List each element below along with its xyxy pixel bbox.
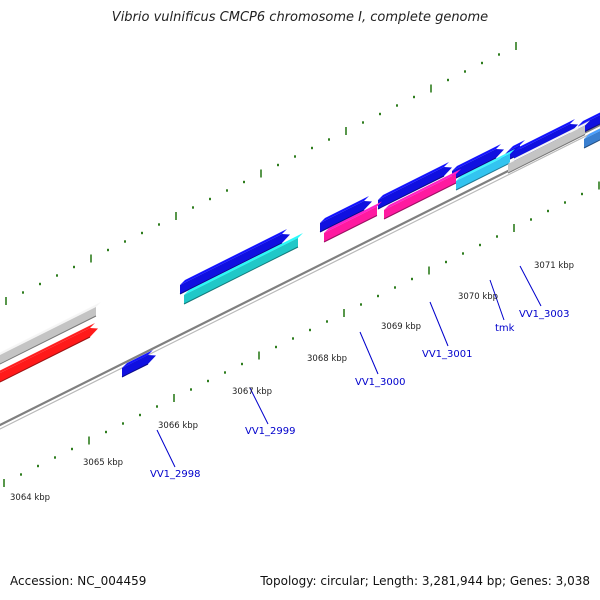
cds-pink-vv1-3001: [383, 169, 461, 220]
scale-label: 3068 kbp: [307, 354, 347, 364]
feature-body: [378, 167, 452, 209]
outer-tick-row: [5, 42, 517, 305]
scale-label: 3071 kbp: [534, 261, 574, 271]
cds-blue-vv1-2998: [121, 350, 156, 378]
feature-edge: [179, 242, 283, 295]
scale-label: 3070 kbp: [458, 292, 498, 302]
gene-label: VV1_2999: [245, 426, 296, 437]
gene-leader-line: [359, 331, 379, 375]
cds-edge-inner: [583, 128, 600, 149]
feature-edge: [323, 215, 378, 243]
feature-bevel: [384, 169, 461, 210]
scale-label: 3065 kbp: [83, 458, 123, 468]
feature-body: [584, 131, 600, 148]
feature-bevel: [456, 149, 515, 181]
feature-edge: [183, 246, 299, 305]
backbone-inner-line: [0, 128, 600, 430]
feature-edge: [455, 162, 511, 191]
feature-body: [508, 125, 585, 173]
feature-body: [324, 206, 377, 242]
cds-teal-vv1-2999: [183, 233, 303, 305]
feature-body: [0, 328, 98, 382]
label-layer: 3064 kbp 3065 kbp 3066 kbp 3067 kbp 3068 kbp…: [10, 261, 574, 503]
feature-edge: [451, 157, 497, 181]
cds-red-inner: [0, 323, 98, 383]
feature-bevel: [324, 201, 382, 233]
feature-edge: [0, 336, 91, 383]
feature-bevel: [378, 162, 449, 200]
scale-label: 3069 kbp: [381, 322, 421, 332]
feature-body: [456, 154, 510, 190]
feature-body: [452, 149, 504, 180]
gene-leader-line: [249, 387, 269, 425]
feature-bevel: [320, 196, 369, 223]
gene-label: VV1_2998: [150, 469, 201, 480]
feature-body: [320, 201, 372, 232]
cds-grey-outer-left: [0, 302, 101, 365]
feature-bevel: [578, 112, 600, 126]
feature-body: [0, 307, 96, 364]
feature-bevel: [514, 119, 575, 152]
scale-label: 3067 kbp: [232, 387, 272, 397]
feature-edge: [377, 175, 445, 210]
feature-body: [180, 234, 290, 294]
scale-label: 3064 kbp: [10, 493, 50, 503]
gene-label: VV1_3003: [519, 309, 570, 320]
accession-text: Accession: NC_004459: [10, 574, 147, 588]
cds-pink-vv1-3000: [323, 201, 382, 243]
feature-bevel: [0, 323, 95, 373]
feature-bevel: [508, 120, 590, 164]
feature-bevel: [452, 144, 501, 171]
feature-body: [122, 355, 156, 377]
genome-backbone: [0, 123, 600, 430]
feature-edge: [507, 134, 586, 174]
cds-sky-tmk: [455, 149, 515, 191]
gene-leader-line: [489, 279, 505, 321]
backbone-outer-line: [0, 123, 600, 427]
gene-label: VV1_3001: [422, 349, 473, 360]
feature-edge: [383, 182, 457, 220]
feature-edge: [121, 363, 149, 378]
cds-grey-inner-right: [507, 120, 590, 174]
feature-bevel: [584, 128, 600, 139]
feature-bevel: [180, 229, 287, 285]
feature-edge: [0, 315, 97, 365]
gene-leader-line: [156, 429, 176, 468]
feature-body: [384, 174, 456, 219]
inner-tick-row: [3, 181, 600, 487]
cds-blue-vv1-3001: [377, 162, 452, 210]
gene-leader-line: [429, 301, 449, 347]
genome-summary: Topology: circular; Length: 3,281,944 bp…: [260, 574, 590, 588]
map-title: Vibrio vulnificus CMCP6 chromosome I, co…: [111, 10, 489, 25]
feature-bevel: [0, 302, 101, 355]
feature-edge: [319, 209, 365, 233]
feature-bevel: [122, 350, 153, 368]
feature-track: [0, 112, 600, 383]
cds-blue-vv1-2999: [179, 229, 290, 295]
cds-blue-tmk: [451, 144, 504, 181]
feature-bevel: [508, 140, 525, 151]
scale-ticks: [3, 42, 600, 487]
feature-edge: [583, 139, 600, 149]
scale-label: 3066 kbp: [158, 421, 198, 431]
label-leaders: [156, 265, 542, 468]
gene-leader-line: [519, 265, 542, 307]
cds-blue-vv1-3000: [319, 196, 372, 233]
feature-body: [184, 238, 298, 304]
feature-bevel: [184, 233, 303, 295]
gene-label: VV1_3000: [355, 377, 406, 388]
gene-label: tmk: [495, 323, 515, 334]
